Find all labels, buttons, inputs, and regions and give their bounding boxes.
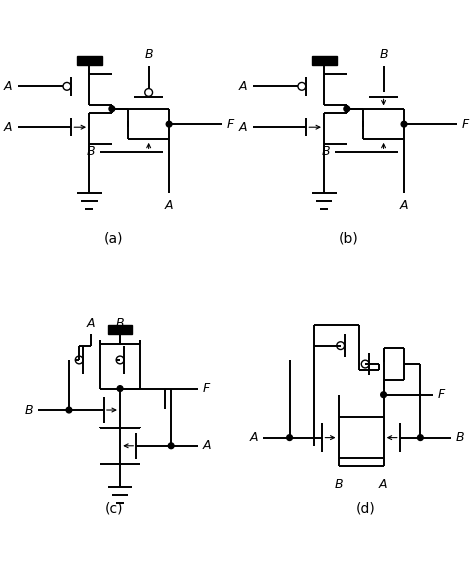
Text: $F$: $F$ bbox=[226, 117, 236, 131]
Circle shape bbox=[109, 106, 115, 112]
Text: (b): (b) bbox=[339, 231, 359, 246]
Text: $B$: $B$ bbox=[24, 403, 34, 417]
Text: $A$: $A$ bbox=[399, 199, 409, 212]
Text: $B$: $B$ bbox=[86, 145, 96, 158]
Circle shape bbox=[287, 435, 292, 441]
Circle shape bbox=[66, 407, 72, 413]
Text: $B$: $B$ bbox=[115, 317, 125, 330]
Text: $B$: $B$ bbox=[379, 48, 389, 61]
Circle shape bbox=[401, 121, 407, 127]
Text: $A$: $A$ bbox=[164, 199, 174, 212]
Bar bbox=[77, 56, 101, 65]
Circle shape bbox=[381, 392, 386, 398]
Text: $A$: $A$ bbox=[202, 439, 212, 452]
Circle shape bbox=[344, 106, 350, 112]
Circle shape bbox=[168, 443, 174, 449]
Circle shape bbox=[166, 121, 172, 127]
Circle shape bbox=[117, 386, 123, 391]
Text: $A$: $A$ bbox=[378, 478, 389, 492]
Text: $B$: $B$ bbox=[144, 48, 154, 61]
Text: (a): (a) bbox=[104, 231, 124, 246]
Circle shape bbox=[418, 435, 423, 441]
Text: $B$: $B$ bbox=[320, 145, 330, 158]
Text: $A$: $A$ bbox=[3, 80, 14, 93]
Text: $B$: $B$ bbox=[334, 478, 344, 492]
Bar bbox=[312, 56, 337, 65]
Text: $F$: $F$ bbox=[202, 382, 211, 395]
Text: $B$: $B$ bbox=[455, 431, 465, 444]
Text: $F$: $F$ bbox=[437, 388, 446, 401]
Text: $A$: $A$ bbox=[3, 121, 14, 134]
Text: $A$: $A$ bbox=[238, 121, 249, 134]
Text: $A$: $A$ bbox=[86, 317, 97, 330]
Bar bbox=[108, 325, 132, 335]
Text: $A$: $A$ bbox=[248, 431, 259, 444]
Text: (c): (c) bbox=[105, 501, 123, 515]
Text: $A$: $A$ bbox=[238, 80, 249, 93]
Text: (d): (d) bbox=[356, 501, 375, 515]
Text: $F$: $F$ bbox=[461, 117, 471, 131]
